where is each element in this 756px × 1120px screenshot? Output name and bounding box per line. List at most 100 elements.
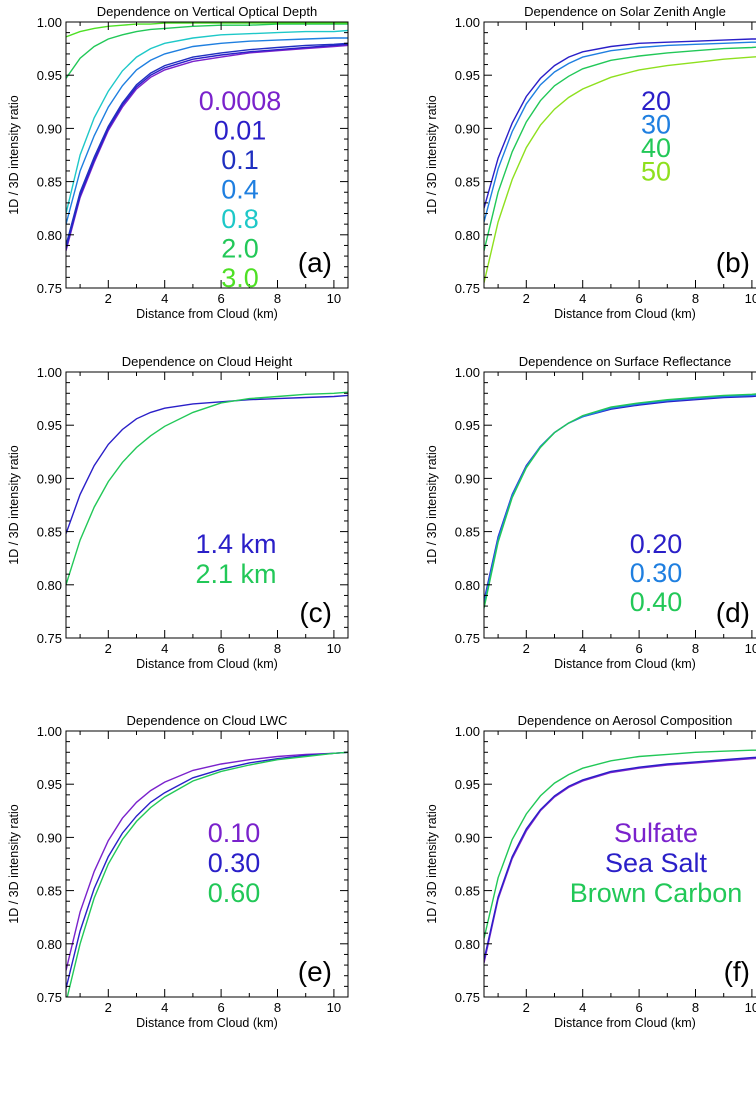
series-line [66,44,348,251]
x-tick-label: 6 [217,291,224,306]
x-tick-label: 4 [579,291,586,306]
x-tick-label: 4 [579,1000,586,1015]
x-axis-label: Distance from Cloud (km) [554,307,696,321]
y-tick-label: 1.00 [455,15,480,30]
legend-label: 0.1 [221,145,259,175]
series-line [484,41,756,223]
panel-label: (d) [716,597,750,628]
x-tick-label: 2 [523,1000,530,1015]
chart-title: Dependence on Vertical Optical Depth [97,4,317,19]
x-tick-label: 8 [692,291,699,306]
series-line [66,29,348,214]
x-tick-label: 4 [161,641,168,656]
series-line [484,749,756,939]
x-tick-label: 4 [161,291,168,306]
y-tick-label: 0.85 [37,525,62,540]
y-tick-label: 1.00 [37,15,62,30]
x-tick-label: 10 [745,1000,756,1015]
x-axis-label: Distance from Cloud (km) [136,307,278,321]
y-tick-label: 0.90 [455,471,480,486]
panel-label: (f) [724,956,750,987]
series-line [484,756,756,960]
y-tick-label: 0.75 [37,281,62,296]
series-line [484,394,756,605]
series-line [484,757,756,964]
legend-label: 0.0008 [199,86,282,116]
y-tick-label: 0.75 [37,990,62,1005]
y-tick-label: 0.85 [37,884,62,899]
series-line [484,395,756,601]
chart-panel: Dependence on Cloud Height 2 4 6 8 10 0.75 0.80… [7,354,349,671]
y-tick-label: 0.75 [37,631,62,646]
y-tick-label: 0.90 [455,830,480,845]
series-line [484,38,756,209]
y-tick-label: 0.80 [455,578,480,593]
legend-label: 40 [641,133,671,163]
y-tick-label: 0.85 [37,175,62,190]
legend-label: 3.0 [221,263,259,293]
legend-label: 30 [641,110,671,140]
panel-label: (a) [298,247,332,278]
chart-panel: Dependence on Surface Reflectance 2 4 6 8 10 0… [425,354,756,671]
chart-panel: Dependence on Solar Zenith Angle 2 4 6 8 10 0.… [425,4,756,321]
legend-label: 50 [641,157,671,187]
x-tick-label: 2 [105,641,112,656]
series-line [66,37,348,225]
panel-label: (c) [299,597,332,628]
x-axis-label: Distance from Cloud (km) [136,657,278,671]
x-tick-label: 6 [635,1000,642,1015]
legend-label: 1.4 km [195,529,276,559]
x-tick-label: 10 [327,291,341,306]
legend-label: 0.40 [630,587,683,617]
x-axis-label: Distance from Cloud (km) [136,1016,278,1030]
y-axis-label: 1D / 3D intensity ratio [425,804,439,924]
y-tick-label: 0.90 [37,121,62,136]
legend-label: Sulfate [614,818,698,848]
chart-panel: Dependence on Aerosol Composition 2 4 6 8 10 0… [425,713,756,1030]
chart-title: Dependence on Cloud Height [122,354,293,369]
chart-panel: Dependence on Cloud LWC 2 4 6 8 10 0.75 0.80 0.8… [7,713,349,1030]
legend-label: 0.4 [221,175,259,205]
chart-panel: Dependence on Vertical Optical Depth 2 4 6 8… [7,4,349,321]
x-tick-label: 6 [217,1000,224,1015]
series-line [66,751,348,989]
x-tick-label: 4 [161,1000,168,1015]
y-tick-label: 0.75 [455,631,480,646]
x-tick-label: 8 [692,1000,699,1015]
x-tick-label: 8 [274,641,281,656]
chart-title: Dependence on Surface Reflectance [519,354,731,369]
y-tick-label: 0.95 [455,68,480,83]
chart-title: Dependence on Solar Zenith Angle [524,4,726,19]
x-tick-label: 6 [635,641,642,656]
plot-frame [65,730,349,998]
y-tick-label: 0.90 [37,471,62,486]
y-tick-label: 0.80 [37,228,62,243]
y-tick-label: 0.95 [37,418,62,433]
panel-label: (b) [716,247,750,278]
x-tick-label: 10 [327,641,341,656]
y-axis-label: 1D / 3D intensity ratio [7,804,21,924]
legend-label: 2.1 km [195,559,276,589]
x-tick-label: 8 [692,641,699,656]
panel-label: (e) [298,956,332,987]
legend-label: 0.60 [208,878,261,908]
plot-frame [65,371,349,639]
legend-label: 0.10 [208,818,261,848]
series-line [66,42,348,246]
y-tick-label: 0.95 [455,418,480,433]
legend-label: 0.8 [221,204,259,234]
series-line [66,751,348,971]
x-axis-label: Distance from Cloud (km) [554,1016,696,1030]
y-axis-label: 1D / 3D intensity ratio [425,95,439,215]
chart-title: Dependence on Aerosol Composition [518,713,733,728]
legend-label: 2.0 [221,234,259,264]
x-tick-label: 4 [579,641,586,656]
y-tick-label: 0.80 [455,228,480,243]
plot-frame [483,21,756,289]
y-tick-label: 0.85 [455,884,480,899]
x-tick-label: 2 [105,1000,112,1015]
y-tick-label: 0.95 [37,777,62,792]
x-tick-label: 8 [274,291,281,306]
series-line [484,56,756,283]
